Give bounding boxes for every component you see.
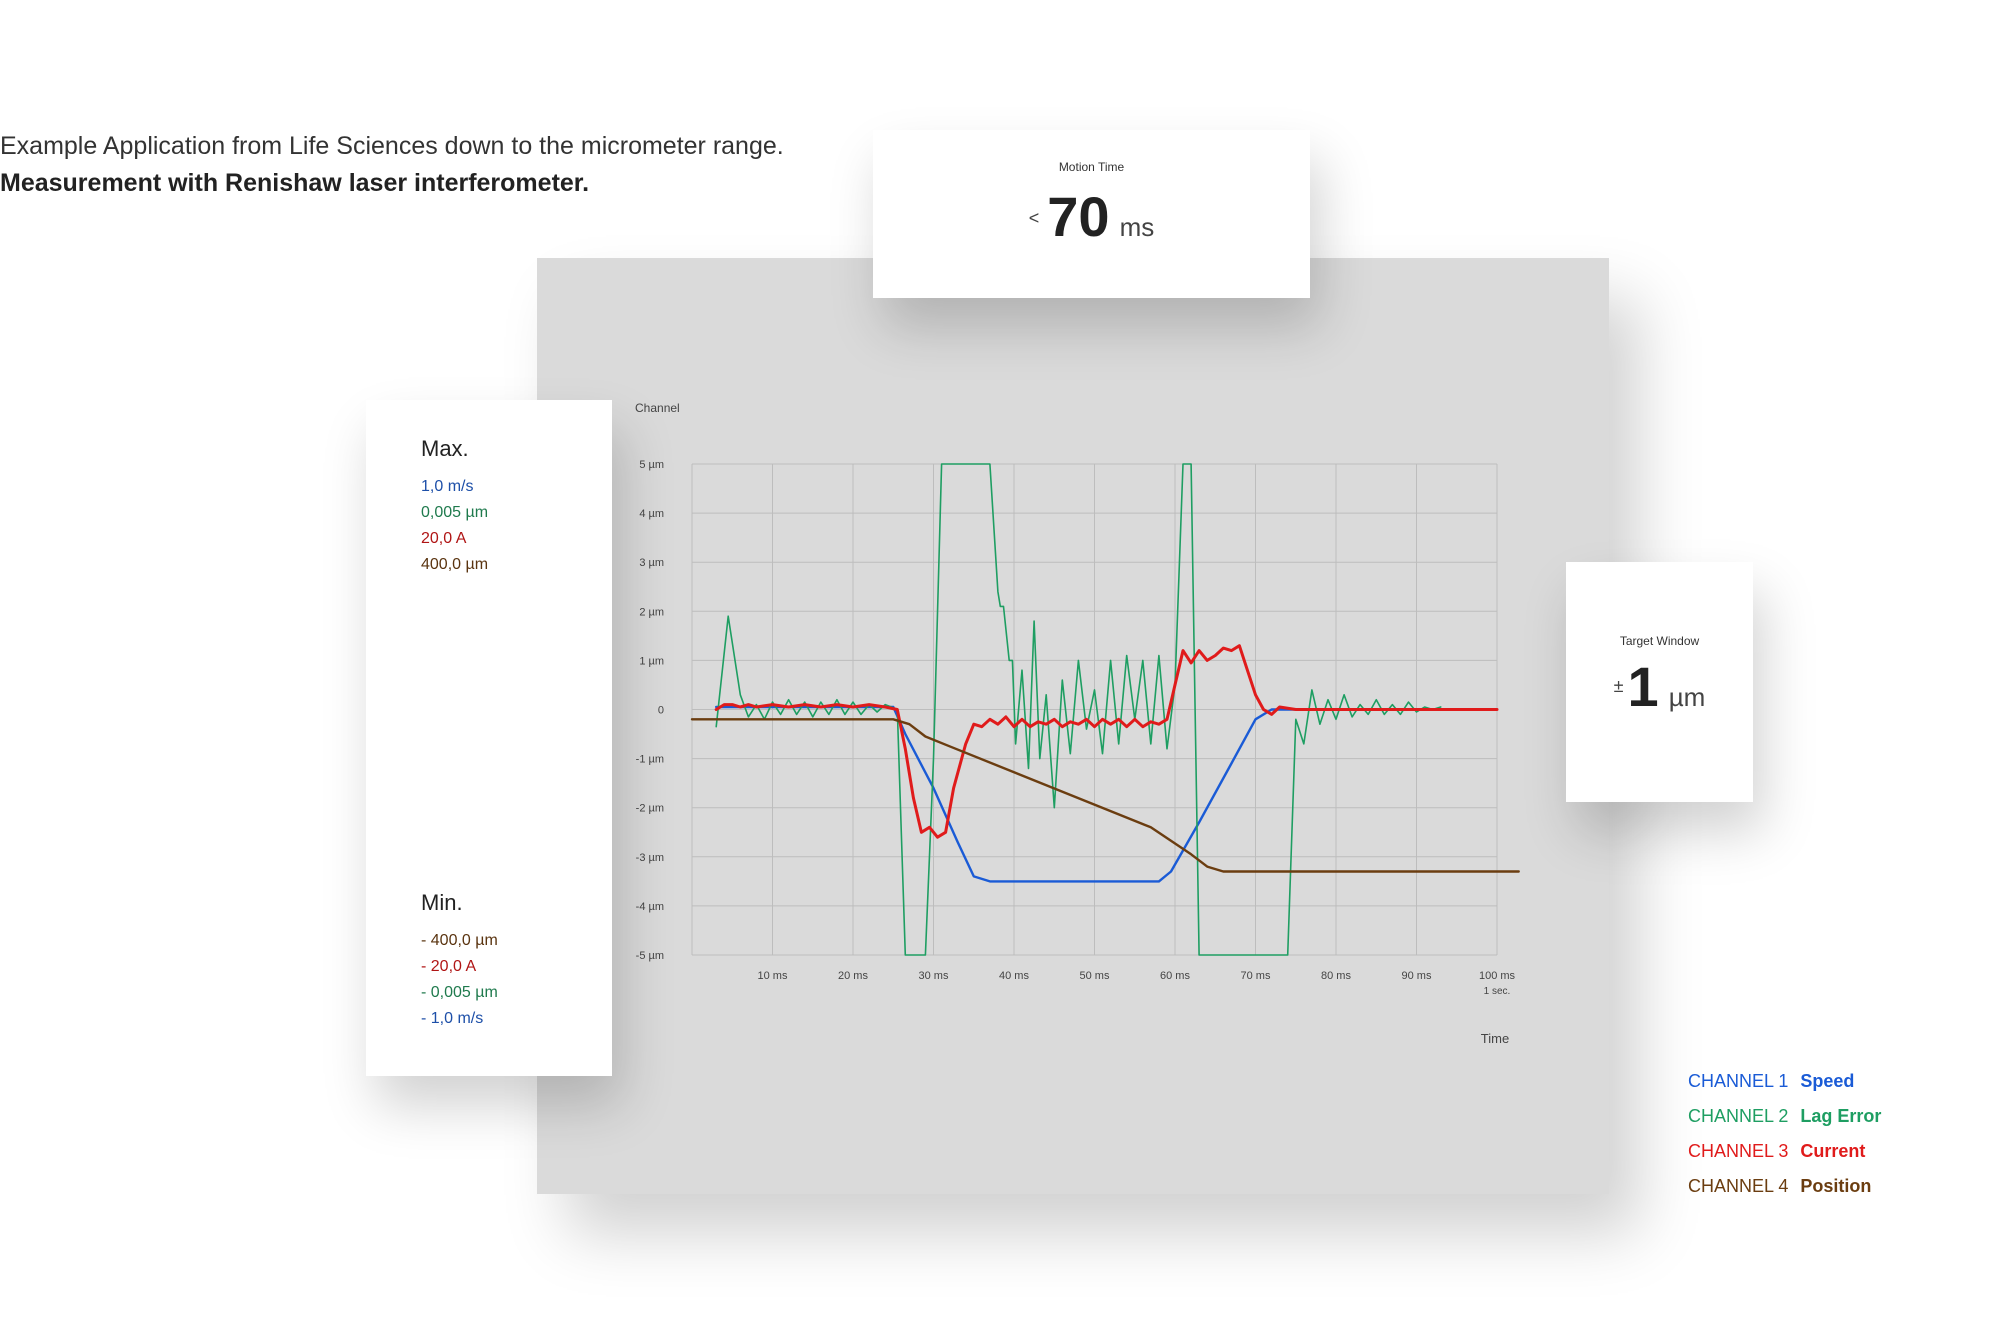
motion-time-label: Motion Time (1058, 160, 1125, 174)
y-tick-label: -4 µm (636, 901, 664, 913)
legend-item-lag-error: CHANNEL 2 Lag Error (1688, 1099, 1881, 1134)
x-tick-label: 20 ms (838, 970, 868, 982)
series-line-speed (715, 705, 1499, 883)
intro-line-1: Example Application from Life Sciences d… (0, 132, 784, 160)
x-tick-label: 40 ms (999, 970, 1029, 982)
max-values-list: 1,0 m/s 0,005 µm 20,0 A 400,0 µm (421, 474, 488, 578)
x-tick-sublabel: 1 sec. (1484, 986, 1511, 997)
target-window-card: Target Window ±1 µm (1566, 562, 1753, 802)
channel-legend: CHANNEL 1 Speed CHANNEL 2 Lag Error CHANNE… (1688, 1064, 1881, 1204)
target-window-value-row: ±1 µm (1566, 654, 1753, 719)
y-tick-label: 1 µm (639, 655, 664, 667)
y-tick-label: -2 µm (636, 803, 664, 815)
legend-item-position: CHANNEL 4 Position (1688, 1169, 1881, 1204)
y-tick-label: -3 µm (636, 852, 664, 864)
x-tick-label: 70 ms (1241, 970, 1271, 982)
y-tick-label: 4 µm (639, 508, 664, 520)
y-tick-label: 0 (658, 705, 664, 717)
line-chart: 5 µm 4 µm 3 µm 2 µm 1 µm 0 -1 µm -2 µm -3 µm -4 µ… (635, 401, 1520, 1046)
min-value: - 1,0 m/s (421, 1010, 484, 1027)
x-tick-label: 30 ms (919, 970, 949, 982)
y-tick-label: 3 µm (639, 557, 664, 569)
legend-channel-label: CHANNEL 3 (1688, 1141, 1789, 1161)
motion-time-card: Motion Time <70 ms (873, 130, 1310, 298)
series-line-current (714, 644, 1499, 839)
motion-time-value-row: <70 ms (873, 184, 1310, 249)
x-tick-label: 90 ms (1402, 970, 1432, 982)
target-window-value: 1 (1627, 655, 1659, 718)
legend-item-current: CHANNEL 3 Current (1688, 1134, 1881, 1169)
legend-series-name: Speed (1800, 1071, 1855, 1091)
legend-series-name: Current (1800, 1141, 1866, 1161)
legend-series-name: Position (1800, 1176, 1872, 1196)
y-tick-label: 5 µm (639, 459, 664, 471)
motion-time-unit: ms (1119, 212, 1155, 242)
legend-series-name: Lag Error (1800, 1106, 1882, 1126)
x-tick-label: 80 ms (1321, 970, 1351, 982)
min-value: - 400,0 µm (421, 932, 498, 949)
max-value: 400,0 µm (421, 556, 489, 573)
target-window-unit: µm (1668, 682, 1706, 712)
intro-text: Example Application from Life Sciences d… (0, 128, 784, 202)
min-value: - 0,005 µm (421, 984, 498, 1001)
min-values-list: - 400,0 µm - 20,0 A - 0,005 µm - 1,0 m/s (421, 928, 498, 1032)
max-title: Max. (421, 436, 469, 461)
series-line-position (690, 718, 1520, 873)
max-value: 1,0 m/s (421, 478, 474, 495)
max-value: 0,005 µm (421, 504, 489, 521)
y-tick-label: -5 µm (636, 950, 664, 962)
motion-time-value: 70 (1047, 185, 1110, 248)
legend-channel-label: CHANNEL 4 (1688, 1176, 1789, 1196)
y-axis-title: Channel (635, 401, 680, 415)
min-max-card: Max. 1,0 m/s 0,005 µm 20,0 A 400,0 µm Mi… (366, 400, 612, 1076)
x-tick-label: 10 ms (758, 970, 788, 982)
legend-item-speed: CHANNEL 1 Speed (1688, 1064, 1881, 1099)
motion-time-prefix: < (1028, 208, 1040, 228)
x-axis-title: Time (1481, 1031, 1509, 1046)
target-window-prefix: ± (1613, 676, 1624, 696)
min-value: - 20,0 A (421, 958, 477, 975)
series-line-lag-error (715, 463, 1442, 956)
chart-panel: 5 µm 4 µm 3 µm 2 µm 1 µm 0 -1 µm -2 µm -3 µm -4 µ… (537, 258, 1609, 1194)
legend-channel-label: CHANNEL 1 (1688, 1071, 1789, 1091)
x-tick-label: 50 ms (1080, 970, 1110, 982)
y-tick-label: -1 µm (636, 754, 664, 766)
min-title: Min. (421, 890, 463, 915)
legend-channel-label: CHANNEL 2 (1688, 1106, 1789, 1126)
x-tick-label: 100 ms (1479, 970, 1516, 982)
max-value: 20,0 A (421, 530, 467, 547)
target-window-label: Target Window (1619, 634, 1700, 648)
x-tick-label: 60 ms (1160, 970, 1190, 982)
intro-line-2: Measurement with Renishaw laser interfer… (0, 169, 590, 197)
y-tick-label: 2 µm (639, 606, 664, 618)
